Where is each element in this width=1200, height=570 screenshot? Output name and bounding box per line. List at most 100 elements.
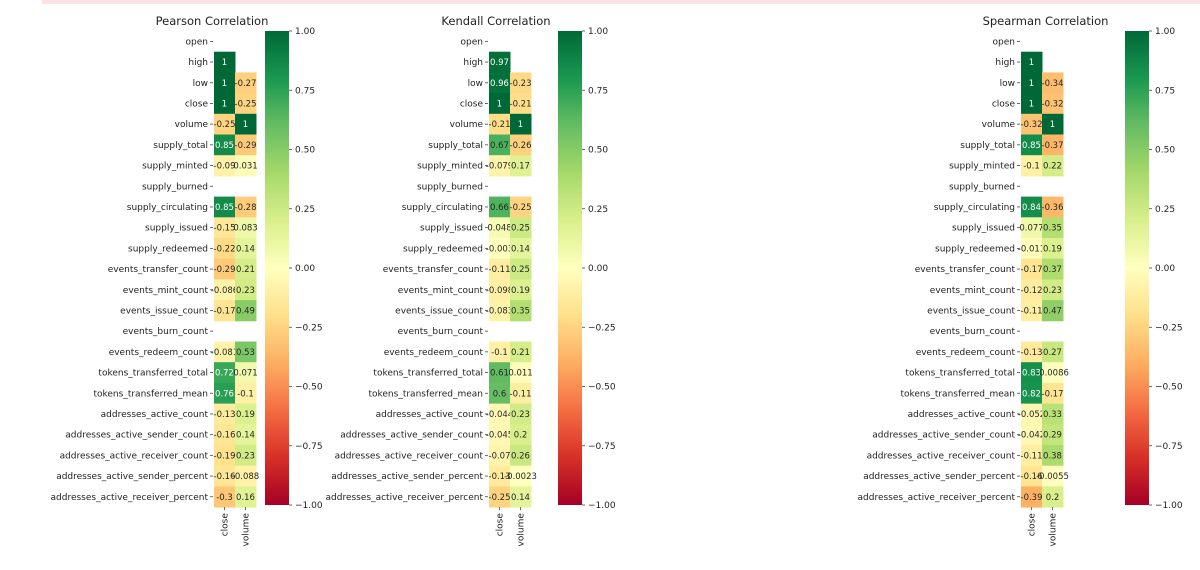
heatmap-cell [489,155,511,177]
heatmap-cell [235,424,257,446]
heatmap-cell [1042,279,1064,301]
colorbar-tick-label: 0.50 [1155,146,1175,156]
row-label: high [463,58,483,68]
cell-value: -0.16 [1021,472,1043,482]
row-label: events_issue_count [927,306,1015,316]
heatmap-panel: Spearman Correlation open high 1 low 1 -0.34 cl… [858,14,1183,546]
heatmap-cell [235,258,257,280]
colorbar-tick-label: 0.75 [295,86,315,96]
row-label: supply_burned [949,182,1015,192]
row-label: supply_total [153,141,208,151]
heatmap-cell [489,382,511,405]
cell-value: 0.29 [1043,431,1062,441]
cell-value: -0.28 [235,203,257,213]
colorbar-tick-label: −0.50 [588,383,616,393]
cell-value: 1 [222,58,227,68]
heatmap-cell [489,258,511,280]
cell-value: -0.1 [1023,162,1040,172]
cell-value: -0.19 [214,451,236,461]
chart-title: Kendall Correlation [441,14,550,28]
heatmap-cell [235,155,257,177]
heatmap-cell [1021,382,1043,405]
heatmap-cell [1021,300,1043,322]
heatmap-cell [1042,341,1064,363]
cell-value: 0.37 [1043,265,1062,275]
row-label: high [995,58,1015,68]
heatmap-cell [214,72,236,94]
colorbar-tick-label: 0.25 [588,205,608,215]
heatmap-cell [1021,258,1043,280]
chart-title: Pearson Correlation [156,14,269,28]
cell-value: 0.26 [511,451,530,461]
heatmap-cell [1042,424,1064,446]
heatmap-cell [1021,72,1043,94]
heatmap-cell [489,72,511,94]
heatmap-cell [489,238,511,260]
heatmap-cell [235,196,257,218]
cell-value: 0.66 [490,203,509,213]
cell-value: -0.22 [214,244,236,254]
colorbar [558,31,582,505]
heatmap-cell [214,465,236,487]
row-label: addresses_active_sender_percent [331,472,483,482]
row-label: supply_issued [420,224,483,234]
colorbar-tick-label: 0.00 [295,264,315,274]
colorbar-tick-label: −1.00 [295,501,323,511]
colorbar-tick-label: 0.50 [295,146,315,156]
cell-value: 0.96 [490,79,509,89]
heatmap-cell [1021,403,1043,425]
cell-value: -0.21 [489,120,511,130]
row-label: supply_minted [949,162,1015,172]
cell-value: 1 [518,120,523,130]
cell-value: -0.0055 [1036,472,1069,482]
cell-value: -0.13 [1021,348,1043,358]
cell-value: 1 [222,79,227,89]
cell-value: 1 [1029,79,1034,89]
heatmap-cell [235,300,257,322]
cell-value: -0.098 [486,286,513,296]
heatmap-cell [1042,362,1064,384]
cell-value: 0.38 [1043,451,1062,461]
cell-value: 0.19 [1043,244,1062,254]
cell-value: -0.36 [1042,203,1064,213]
row-label: addresses_active_receiver_count [335,451,484,461]
cell-value: -0.26 [510,141,532,151]
row-label: events_burn_count [398,327,484,337]
cell-value: -0.003 [486,244,513,254]
row-label: supply_burned [142,182,208,192]
cell-value: 0.21 [511,348,530,358]
cell-value: 0.19 [236,410,255,420]
row-label: events_mint_count [930,286,1016,296]
heatmap-cell [214,196,236,218]
heatmap-cell [235,238,257,260]
cell-value: -0.21 [510,99,532,109]
column-label: volume [517,513,527,547]
cell-value: -0.17 [1021,265,1043,275]
heatmap-cell [1021,424,1043,446]
row-label: addresses_active_count [908,410,1016,420]
heatmap-cell [510,258,532,280]
heatmap-cell [510,445,532,467]
colorbar-tick-label: −0.75 [1155,442,1183,452]
row-label: volume [982,120,1016,130]
heatmap-cell [510,362,532,384]
row-label: events_transfer_count [383,265,484,275]
row-label: supply_circulating [127,203,208,213]
row-label: tokens_transferred_mean [900,389,1015,399]
cell-value: -0.042 [1018,431,1045,441]
row-label: tokens_transferred_total [98,369,208,379]
row-label: supply_issued [145,224,208,234]
cell-value: -0.079 [486,162,513,172]
cell-value: -0.23 [510,79,532,89]
cell-value: 0.14 [511,244,530,254]
row-label: addresses_active_receiver_count [867,451,1016,461]
row-label: events_mint_count [123,286,209,296]
heatmap-cell [235,341,257,363]
cell-value: 0.23 [236,451,255,461]
heatmap-cell [510,300,532,322]
heatmap-cell [235,362,257,384]
cell-value: -0.32 [1021,120,1043,130]
colorbar [1125,31,1149,505]
cell-value: 1 [222,99,227,109]
heatmap-cell [510,93,532,115]
